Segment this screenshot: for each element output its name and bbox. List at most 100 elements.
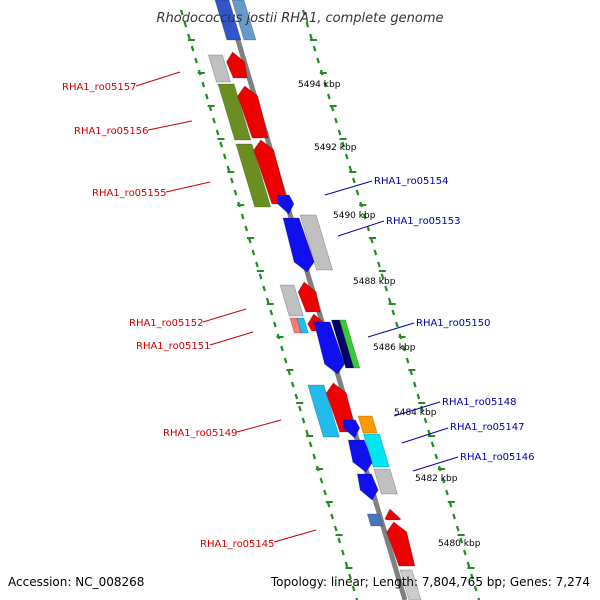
- gene-label-ro05157[interactable]: RHA1_ro05157: [62, 82, 137, 93]
- gene-label-ro05151[interactable]: RHA1_ro05151: [136, 341, 211, 352]
- tick-dot: [212, 117, 216, 124]
- leader-line: [202, 308, 247, 323]
- tick-dot: [262, 285, 266, 292]
- gene-block: [296, 317, 309, 334]
- tick-dot: [337, 129, 342, 136]
- gene-arrow: [384, 508, 402, 521]
- gene-block: [366, 513, 384, 527]
- tick-dot: [352, 177, 356, 184]
- kbp-label: 5492 kbp: [314, 143, 357, 153]
- leader-line: [367, 322, 415, 338]
- gene-label-ro05145[interactable]: RHA1_ro05145: [200, 539, 275, 550]
- tick-dot: [341, 549, 345, 556]
- leader-line: [412, 456, 459, 472]
- tick-dot: [423, 417, 428, 424]
- tick-dot: [194, 57, 198, 64]
- gene-label-ro05156[interactable]: RHA1_ro05156: [74, 126, 149, 137]
- gene-label-ro05149[interactable]: RHA1_ro05149: [163, 428, 238, 439]
- leader-line: [337, 220, 385, 237]
- genome-summary-text: Topology: linear; Length: 7,804,765 bp; …: [270, 575, 590, 589]
- leader-line: [135, 71, 181, 87]
- tick-dot: [384, 285, 388, 292]
- tick-dot: [244, 225, 249, 232]
- tick-dot: [333, 525, 338, 532]
- tick-dot: [337, 537, 342, 544]
- tick-dot: [187, 33, 191, 40]
- tick-dot: [445, 489, 449, 496]
- tick-dot: [477, 597, 481, 600]
- tick-dot: [330, 513, 334, 520]
- leader-line: [401, 427, 449, 444]
- gene-block: [207, 54, 232, 83]
- tick-dot: [395, 321, 399, 328]
- gene-label-ro05153[interactable]: RHA1_ro05153: [386, 216, 461, 227]
- tick-dot: [215, 129, 220, 136]
- gene-label-ro05147[interactable]: RHA1_ro05147: [450, 422, 525, 433]
- tick-dot: [362, 213, 367, 220]
- tick-dot: [204, 93, 209, 100]
- gene-arrow: [342, 419, 361, 439]
- gene-block: [217, 83, 252, 141]
- gene-block: [357, 415, 378, 434]
- tick-dot: [222, 153, 227, 160]
- tick-dot: [341, 141, 346, 148]
- tick-dot: [233, 189, 238, 196]
- leader-line: [324, 180, 373, 196]
- gene-block: [231, 0, 257, 41]
- tick-dot: [377, 261, 381, 268]
- gene-label-ro05152[interactable]: RHA1_ro05152: [129, 318, 204, 329]
- gene-label-ro05155[interactable]: RHA1_ro05155: [92, 188, 167, 199]
- tick-dot: [455, 525, 460, 532]
- gene-arrow: [226, 51, 248, 79]
- gene-arrow: [356, 473, 379, 501]
- kbp-label: 5484 kbp: [394, 408, 437, 418]
- gene-shapes: [207, 0, 422, 600]
- tick-dot: [251, 249, 256, 256]
- kbp-label: 5482 kbp: [415, 474, 458, 484]
- tick-dot: [294, 393, 299, 400]
- tick-dot: [326, 93, 331, 100]
- tick-dot: [226, 165, 231, 172]
- tick-dot: [301, 9, 306, 16]
- tick-dot: [240, 213, 245, 220]
- tick-dot: [416, 393, 421, 400]
- tick-dot: [290, 381, 295, 388]
- tick-dot: [179, 9, 184, 16]
- tick-dot: [380, 273, 385, 280]
- tick-dot: [459, 537, 464, 544]
- gene-arrow: [347, 439, 374, 473]
- gene-arrow: [313, 321, 346, 375]
- gene-block: [338, 319, 361, 369]
- gene-label-ro05150[interactable]: RHA1_ro05150: [416, 318, 491, 329]
- gene-label-ro05146[interactable]: RHA1_ro05146: [460, 452, 535, 463]
- kbp-label: 5490 kbp: [333, 211, 376, 221]
- tick-dot: [269, 309, 274, 316]
- tick-dot: [355, 597, 359, 600]
- tick-dot: [355, 189, 360, 196]
- tick-dot: [348, 165, 353, 172]
- tick-dot: [301, 417, 306, 424]
- gene-label-ro05154[interactable]: RHA1_ro05154: [374, 176, 449, 187]
- tick-dot: [273, 321, 277, 328]
- tick-dot: [258, 273, 263, 280]
- gene-block: [362, 433, 390, 468]
- leader-line: [209, 331, 254, 346]
- tick-dot: [323, 489, 327, 496]
- tick-dot: [305, 429, 309, 436]
- gene-arrow: [386, 521, 416, 567]
- map-title: Rhodococcus jostii RHA1, complete genome: [157, 11, 444, 26]
- gene-block: [214, 0, 242, 41]
- tick-dot: [412, 381, 417, 388]
- leader-line: [236, 419, 282, 433]
- tick-dot: [309, 33, 313, 40]
- tick-dot: [230, 177, 234, 184]
- tick-dot: [466, 561, 471, 568]
- gene-block: [373, 468, 398, 495]
- gene-arrow: [282, 217, 315, 273]
- tick-dot: [219, 141, 224, 148]
- gene-label-ro05148[interactable]: RHA1_ro05148: [442, 397, 517, 408]
- tick-dot: [344, 561, 349, 568]
- tick-dot: [201, 81, 206, 88]
- tick-dot: [255, 261, 259, 268]
